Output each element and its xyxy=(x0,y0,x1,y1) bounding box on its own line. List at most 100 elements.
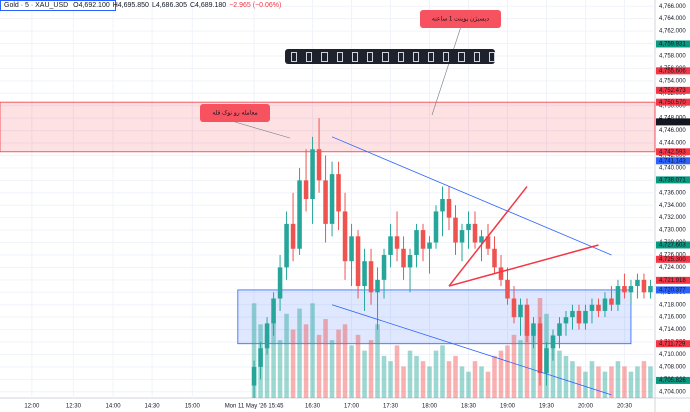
candle-body xyxy=(362,261,367,287)
tool-icon[interactable] xyxy=(306,51,313,62)
volume-bar xyxy=(511,334,517,398)
y-tick-label: 4,746.000 xyxy=(659,128,686,134)
tool-icon[interactable] xyxy=(321,51,328,62)
y-tick-label: 4,714.000 xyxy=(659,327,686,333)
volume-bar xyxy=(466,371,471,398)
x-tick-label: 19:30 xyxy=(539,404,555,410)
candle-body xyxy=(440,199,445,212)
candle-body xyxy=(505,279,510,299)
candle-body xyxy=(433,211,439,243)
candle-body xyxy=(518,304,523,318)
volume-bar xyxy=(349,345,354,398)
tool-icon[interactable] xyxy=(367,51,374,62)
x-tick-label: 14:00 xyxy=(106,404,122,410)
price-label-bg xyxy=(656,255,690,263)
candle-body xyxy=(414,230,419,255)
tool-icon[interactable] xyxy=(412,51,419,62)
candle-body xyxy=(394,236,400,249)
y-tick-label: 4,726.000 xyxy=(659,253,686,259)
candle-body xyxy=(310,149,315,199)
x-tick-label: 19:00 xyxy=(500,404,516,410)
tool-icon[interactable] xyxy=(488,51,496,62)
volume-bar xyxy=(518,340,523,398)
candle-body xyxy=(453,217,458,243)
price-label-bg xyxy=(656,176,690,184)
candle-body xyxy=(336,174,341,212)
x-tick-label: 20:00 xyxy=(578,404,594,410)
candle-body xyxy=(368,261,374,293)
tool-icon[interactable] xyxy=(382,51,389,62)
tool-icon[interactable] xyxy=(443,51,450,62)
tool-icon[interactable] xyxy=(336,51,343,62)
price-label-bg xyxy=(656,98,690,106)
candle-body xyxy=(329,174,335,224)
price-label-bg xyxy=(656,340,690,348)
annotation: دیسیژن پوینت 1 ساعته xyxy=(432,16,490,23)
volume-bar xyxy=(440,345,445,398)
x-tick-label: 18:00 xyxy=(422,404,438,410)
candle-body xyxy=(290,223,296,249)
tool-icon[interactable] xyxy=(473,51,480,62)
volume-bar xyxy=(323,319,328,398)
volume-bar xyxy=(609,366,614,398)
y-tick-label: 4,750.000 xyxy=(659,103,686,109)
price-label: 4,741.143 xyxy=(659,158,686,164)
volume-bar xyxy=(297,308,302,398)
candle-body xyxy=(381,254,387,280)
candle-body xyxy=(576,310,582,324)
candle-body xyxy=(459,230,465,243)
candle-body xyxy=(427,242,432,249)
price-label: 4,738.071 xyxy=(659,177,686,183)
candle-body xyxy=(641,279,647,293)
trend-line xyxy=(448,186,528,287)
volume-bar xyxy=(271,319,276,398)
volume-bar xyxy=(388,361,393,398)
volume-bar xyxy=(498,350,504,398)
tool-icon[interactable] xyxy=(458,51,465,62)
candle-body xyxy=(349,236,354,262)
volume-bar xyxy=(570,361,575,398)
candle-body xyxy=(355,236,361,287)
candle-body xyxy=(258,348,263,367)
drawing-toolbar[interactable]: document.write('<span style="width:8px;h… xyxy=(285,49,496,64)
y-tick-label: 4,758.000 xyxy=(659,54,686,60)
y-tick-label: 4,762.000 xyxy=(659,29,686,35)
volume-bar xyxy=(505,345,510,398)
tool-icon[interactable] xyxy=(427,51,435,62)
price-label: 4,720.377 xyxy=(659,288,686,294)
candle-body xyxy=(264,323,270,349)
price-label: 4,727.603 xyxy=(659,243,686,249)
price-label: 4,711.729 xyxy=(659,341,686,347)
y-tick-label: 4,716.000 xyxy=(659,315,686,321)
candle-body xyxy=(375,279,380,293)
price-label: 4,755.606 xyxy=(659,68,686,74)
price-label-bg xyxy=(656,286,690,294)
volume-bar xyxy=(576,366,582,398)
y-tick-label: 4,740.000 xyxy=(659,165,686,171)
x-tick-label: 16:30 xyxy=(305,404,321,410)
volume-bar xyxy=(433,350,439,398)
tool-icon[interactable] xyxy=(351,51,359,62)
candle-body xyxy=(635,279,640,287)
volume-bar xyxy=(531,329,536,398)
price-label: 4,725.300 xyxy=(659,257,686,263)
trend-line xyxy=(331,136,612,256)
volume-bar xyxy=(336,329,341,398)
candle-body xyxy=(550,335,556,349)
annotation-box xyxy=(200,104,270,122)
volume-bar xyxy=(602,371,608,398)
y-tick-label: 4,752.000 xyxy=(659,91,686,97)
candle-body xyxy=(524,304,530,336)
tool-icon[interactable] xyxy=(397,51,404,62)
callout-pointer xyxy=(234,121,291,139)
y-tick-label: 4,704.000 xyxy=(659,389,686,395)
volume-bar xyxy=(303,324,309,398)
candle-body xyxy=(303,180,309,199)
tool-icon[interactable] xyxy=(291,51,298,62)
volume-bar xyxy=(342,324,348,398)
candle-body xyxy=(570,310,575,318)
volume-bar xyxy=(485,371,491,398)
volume-bar xyxy=(407,350,413,398)
price-label-bg xyxy=(656,118,690,126)
